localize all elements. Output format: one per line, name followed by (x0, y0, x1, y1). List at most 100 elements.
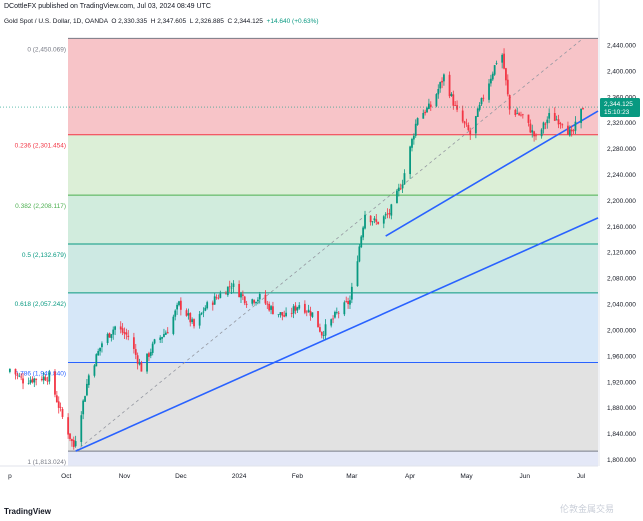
symbol-name[interactable]: Gold Spot / U.S. Dollar, 1D, OANDA (4, 18, 108, 25)
time-tick-label: 2024 (232, 473, 247, 480)
candle-body (518, 113, 520, 116)
candle-body (362, 227, 365, 238)
candle-body (508, 95, 511, 110)
trendline (75, 217, 599, 452)
candle-body (127, 335, 130, 337)
candle-body (257, 299, 259, 302)
price-axis[interactable]: 1,800.000 1,840.000 1,880.000 1,920.000 1,96… (598, 0, 643, 521)
candle-body (172, 316, 175, 334)
candle-body (72, 439, 75, 447)
candle-body (251, 299, 254, 304)
candle-body (386, 213, 389, 215)
tradingview-logo[interactable]: TradingView (4, 507, 51, 516)
candle-body (108, 333, 111, 338)
time-axis[interactable]: p Oct Nov Dec 2024 Feb Mar Apr May Jun Jul (0, 465, 598, 480)
price-tag-countdown: 15:10:23 (604, 109, 630, 116)
candle-body (202, 311, 205, 313)
candle-body (349, 300, 351, 305)
candle-body (285, 312, 287, 316)
candle-body (106, 334, 109, 344)
candle-body (112, 329, 115, 335)
candle-body (46, 380, 49, 382)
candle-body (414, 123, 417, 136)
ohlc-change: +14.640 (+0.63%) (266, 18, 319, 25)
candle-body (411, 138, 413, 148)
candle-body (416, 118, 419, 125)
candle-body (298, 305, 301, 309)
candle-body (146, 353, 148, 372)
watermark-text: 伦敦金属交易 (560, 504, 615, 514)
candle-body (67, 417, 70, 435)
candle-body (270, 306, 272, 310)
symbol-legend: Gold Spot / U.S. Dollar, 1D, OANDA O 2,3… (4, 18, 319, 25)
candle-body (87, 375, 90, 386)
price-tick-label: 2,360.000 (607, 94, 636, 101)
fib-zone (68, 451, 598, 466)
candle-body (55, 395, 58, 403)
candle-body (345, 301, 348, 302)
price-tick-label: 1,920.000 (607, 379, 636, 386)
candle-body (317, 311, 319, 328)
candle-body (397, 187, 400, 192)
candle-body (382, 216, 385, 224)
candle-body (403, 173, 406, 185)
candle-body (279, 312, 282, 315)
candle-body (114, 326, 117, 330)
candle-body (240, 293, 242, 298)
candle-body (491, 73, 494, 80)
candle-body (35, 378, 38, 380)
candle-body (412, 135, 415, 140)
fib-label: 0 (2,450.069) (27, 46, 66, 53)
candle-body (176, 304, 179, 310)
candle-body (159, 337, 162, 340)
ohlc-high: H 2,347.605 (150, 18, 187, 25)
candle-body (384, 214, 387, 216)
candle-body (309, 311, 312, 316)
candle-body (303, 303, 306, 313)
fib-label: 0.236 (2,301.454) (15, 143, 66, 150)
price-tag-value: 2,344.125 (604, 101, 633, 108)
price-tick-label: 2,000.000 (607, 327, 636, 334)
candle-body (582, 108, 584, 110)
time-tick-label: May (460, 473, 473, 480)
candle-body (232, 283, 235, 287)
candle-body (548, 113, 551, 119)
candle-body (307, 309, 310, 313)
candle-body (18, 375, 21, 377)
candle-body (123, 332, 126, 334)
candle-body (324, 324, 327, 336)
candle-body (290, 313, 293, 314)
candle-body (337, 312, 340, 314)
candle-body (373, 218, 376, 221)
candle-body (501, 54, 504, 63)
time-tick-label: Feb (292, 473, 304, 480)
candle-body (330, 319, 333, 326)
candle-body (82, 400, 85, 415)
trendline (75, 38, 584, 452)
candle-body (369, 215, 372, 223)
candle-body (371, 221, 374, 223)
candle-body (343, 302, 346, 315)
candles (8, 48, 584, 450)
candle-body (463, 121, 466, 124)
candle-body (225, 293, 227, 295)
candle-body (14, 368, 17, 375)
candle-body (253, 300, 256, 303)
candle-body (86, 383, 88, 396)
time-tick-label: Oct (61, 473, 71, 480)
candle-body (580, 108, 582, 123)
candle-body (335, 312, 338, 313)
candle-body (29, 380, 32, 383)
candle-body (93, 365, 96, 376)
candle-body (390, 204, 393, 216)
candle-body (138, 362, 141, 365)
candle-body (272, 306, 274, 315)
candle-body (488, 83, 490, 100)
fib-label: 0.786 (1,949.840) (15, 370, 66, 377)
candle-body (480, 98, 483, 105)
candle-body (8, 368, 11, 372)
candle-body (572, 130, 575, 132)
price-tick-label: 1,840.000 (607, 431, 636, 438)
